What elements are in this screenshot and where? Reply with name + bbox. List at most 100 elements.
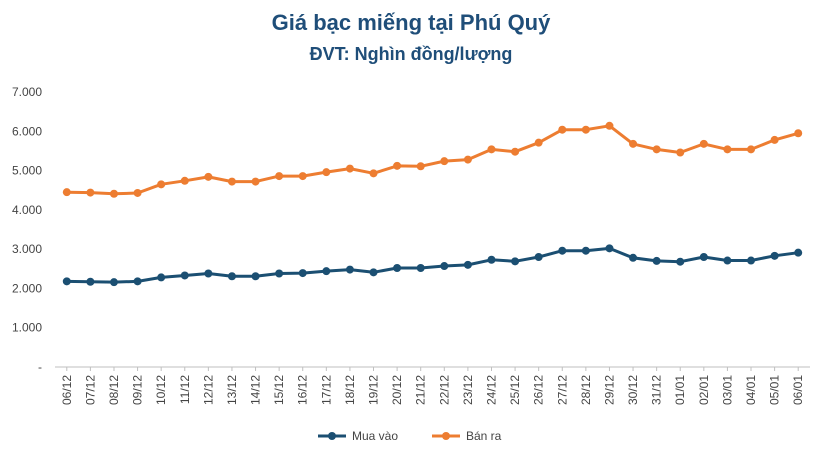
y-tick-label: -	[38, 360, 42, 374]
data-point	[605, 121, 614, 130]
data-point	[699, 139, 708, 148]
x-tick-label: 14/12	[249, 375, 263, 405]
chart-subtitle: ĐVT: Nghìn đồng/lượng	[309, 44, 513, 64]
data-point	[534, 138, 543, 147]
data-point	[298, 172, 307, 181]
data-point	[463, 155, 472, 164]
data-point	[747, 145, 756, 154]
x-tick-label: 20/12	[390, 375, 404, 405]
data-point	[511, 257, 520, 266]
data-point	[298, 269, 307, 278]
data-point	[558, 125, 567, 134]
x-tick-label: 27/12	[555, 375, 569, 405]
chart-title: Giá bạc miếng tại Phú Quý	[271, 10, 551, 35]
x-tick-label: 10/12	[154, 375, 168, 405]
data-point	[652, 145, 661, 154]
data-point	[511, 147, 520, 156]
legend-swatch-marker	[328, 432, 336, 440]
data-point	[440, 262, 449, 271]
x-tick-label: 05/01	[768, 375, 782, 405]
data-point	[275, 172, 284, 181]
x-tick-label: 26/12	[532, 375, 546, 405]
data-point	[157, 180, 166, 189]
data-point	[345, 164, 354, 173]
data-point	[133, 188, 142, 197]
data-point	[629, 139, 638, 148]
x-tick-label: 24/12	[484, 375, 498, 405]
data-point	[393, 161, 402, 170]
y-tick-label: 6.000	[12, 124, 42, 138]
data-point	[180, 176, 189, 185]
x-tick-label: 09/12	[131, 375, 145, 405]
x-tick-label: 06/01	[791, 375, 805, 405]
data-point	[133, 277, 142, 286]
data-point	[322, 168, 331, 177]
x-tick-label: 13/12	[225, 375, 239, 405]
y-tick-label: 2.000	[12, 281, 42, 295]
x-tick-label: 02/01	[697, 375, 711, 405]
data-point	[487, 145, 496, 154]
x-tick-label: 16/12	[296, 375, 310, 405]
x-tick-label: 04/01	[744, 375, 758, 405]
x-tick-label: 25/12	[508, 375, 522, 405]
data-point	[699, 253, 708, 261]
data-point	[109, 278, 118, 287]
data-point	[204, 172, 213, 181]
data-point	[416, 162, 425, 171]
x-tick-label: 01/01	[673, 375, 687, 405]
x-tick-label: 15/12	[272, 375, 286, 405]
data-point	[345, 265, 354, 274]
x-tick-label: 23/12	[461, 375, 475, 405]
x-tick-label: 22/12	[437, 375, 451, 405]
data-point	[534, 253, 543, 261]
x-tick-label: 03/01	[720, 375, 734, 405]
data-point	[581, 125, 590, 134]
data-point	[204, 269, 213, 278]
data-point	[770, 251, 779, 260]
x-tick-label: 11/12	[178, 375, 192, 404]
data-point	[558, 246, 567, 255]
y-tick-label: 4.000	[12, 203, 42, 217]
data-point	[227, 177, 236, 186]
data-point	[794, 129, 803, 138]
data-point	[770, 135, 779, 144]
data-point	[581, 246, 590, 255]
data-point	[605, 244, 614, 253]
x-tick-label: 17/12	[319, 375, 333, 405]
x-tick-label: 19/12	[367, 375, 381, 405]
x-tick-label: 29/12	[602, 375, 616, 405]
data-point	[723, 256, 732, 265]
x-tick-label: 07/12	[83, 375, 97, 405]
data-point	[487, 255, 496, 264]
x-tick-label: 18/12	[343, 375, 357, 405]
data-point	[676, 148, 685, 157]
series-line	[65, 246, 800, 284]
data-point	[794, 248, 803, 257]
legend-label: Bán ra	[466, 429, 502, 443]
x-tick-label: 12/12	[201, 375, 215, 405]
legend-label: Mua vào	[352, 429, 398, 443]
series-line	[65, 124, 800, 196]
y-tick-label: 7.000	[12, 85, 42, 99]
data-point	[86, 188, 95, 197]
data-point	[676, 257, 685, 266]
data-point	[463, 260, 472, 269]
x-tick-label: 06/12	[60, 375, 74, 405]
data-point	[157, 273, 166, 282]
data-point	[652, 256, 661, 265]
x-tick-label: 30/12	[626, 375, 640, 405]
data-point	[440, 157, 449, 166]
legend-swatch-marker	[442, 432, 450, 440]
data-point	[322, 267, 331, 276]
y-tick-label: 5.000	[12, 164, 42, 178]
x-tick-label: 21/12	[414, 375, 428, 405]
data-point	[723, 145, 732, 154]
data-point	[629, 253, 638, 262]
data-point	[251, 177, 260, 186]
y-tick-label: 3.000	[12, 242, 42, 256]
x-tick-label: 31/12	[650, 375, 664, 405]
data-point	[227, 272, 236, 281]
x-tick-label: 08/12	[107, 375, 121, 405]
data-point	[416, 264, 425, 272]
